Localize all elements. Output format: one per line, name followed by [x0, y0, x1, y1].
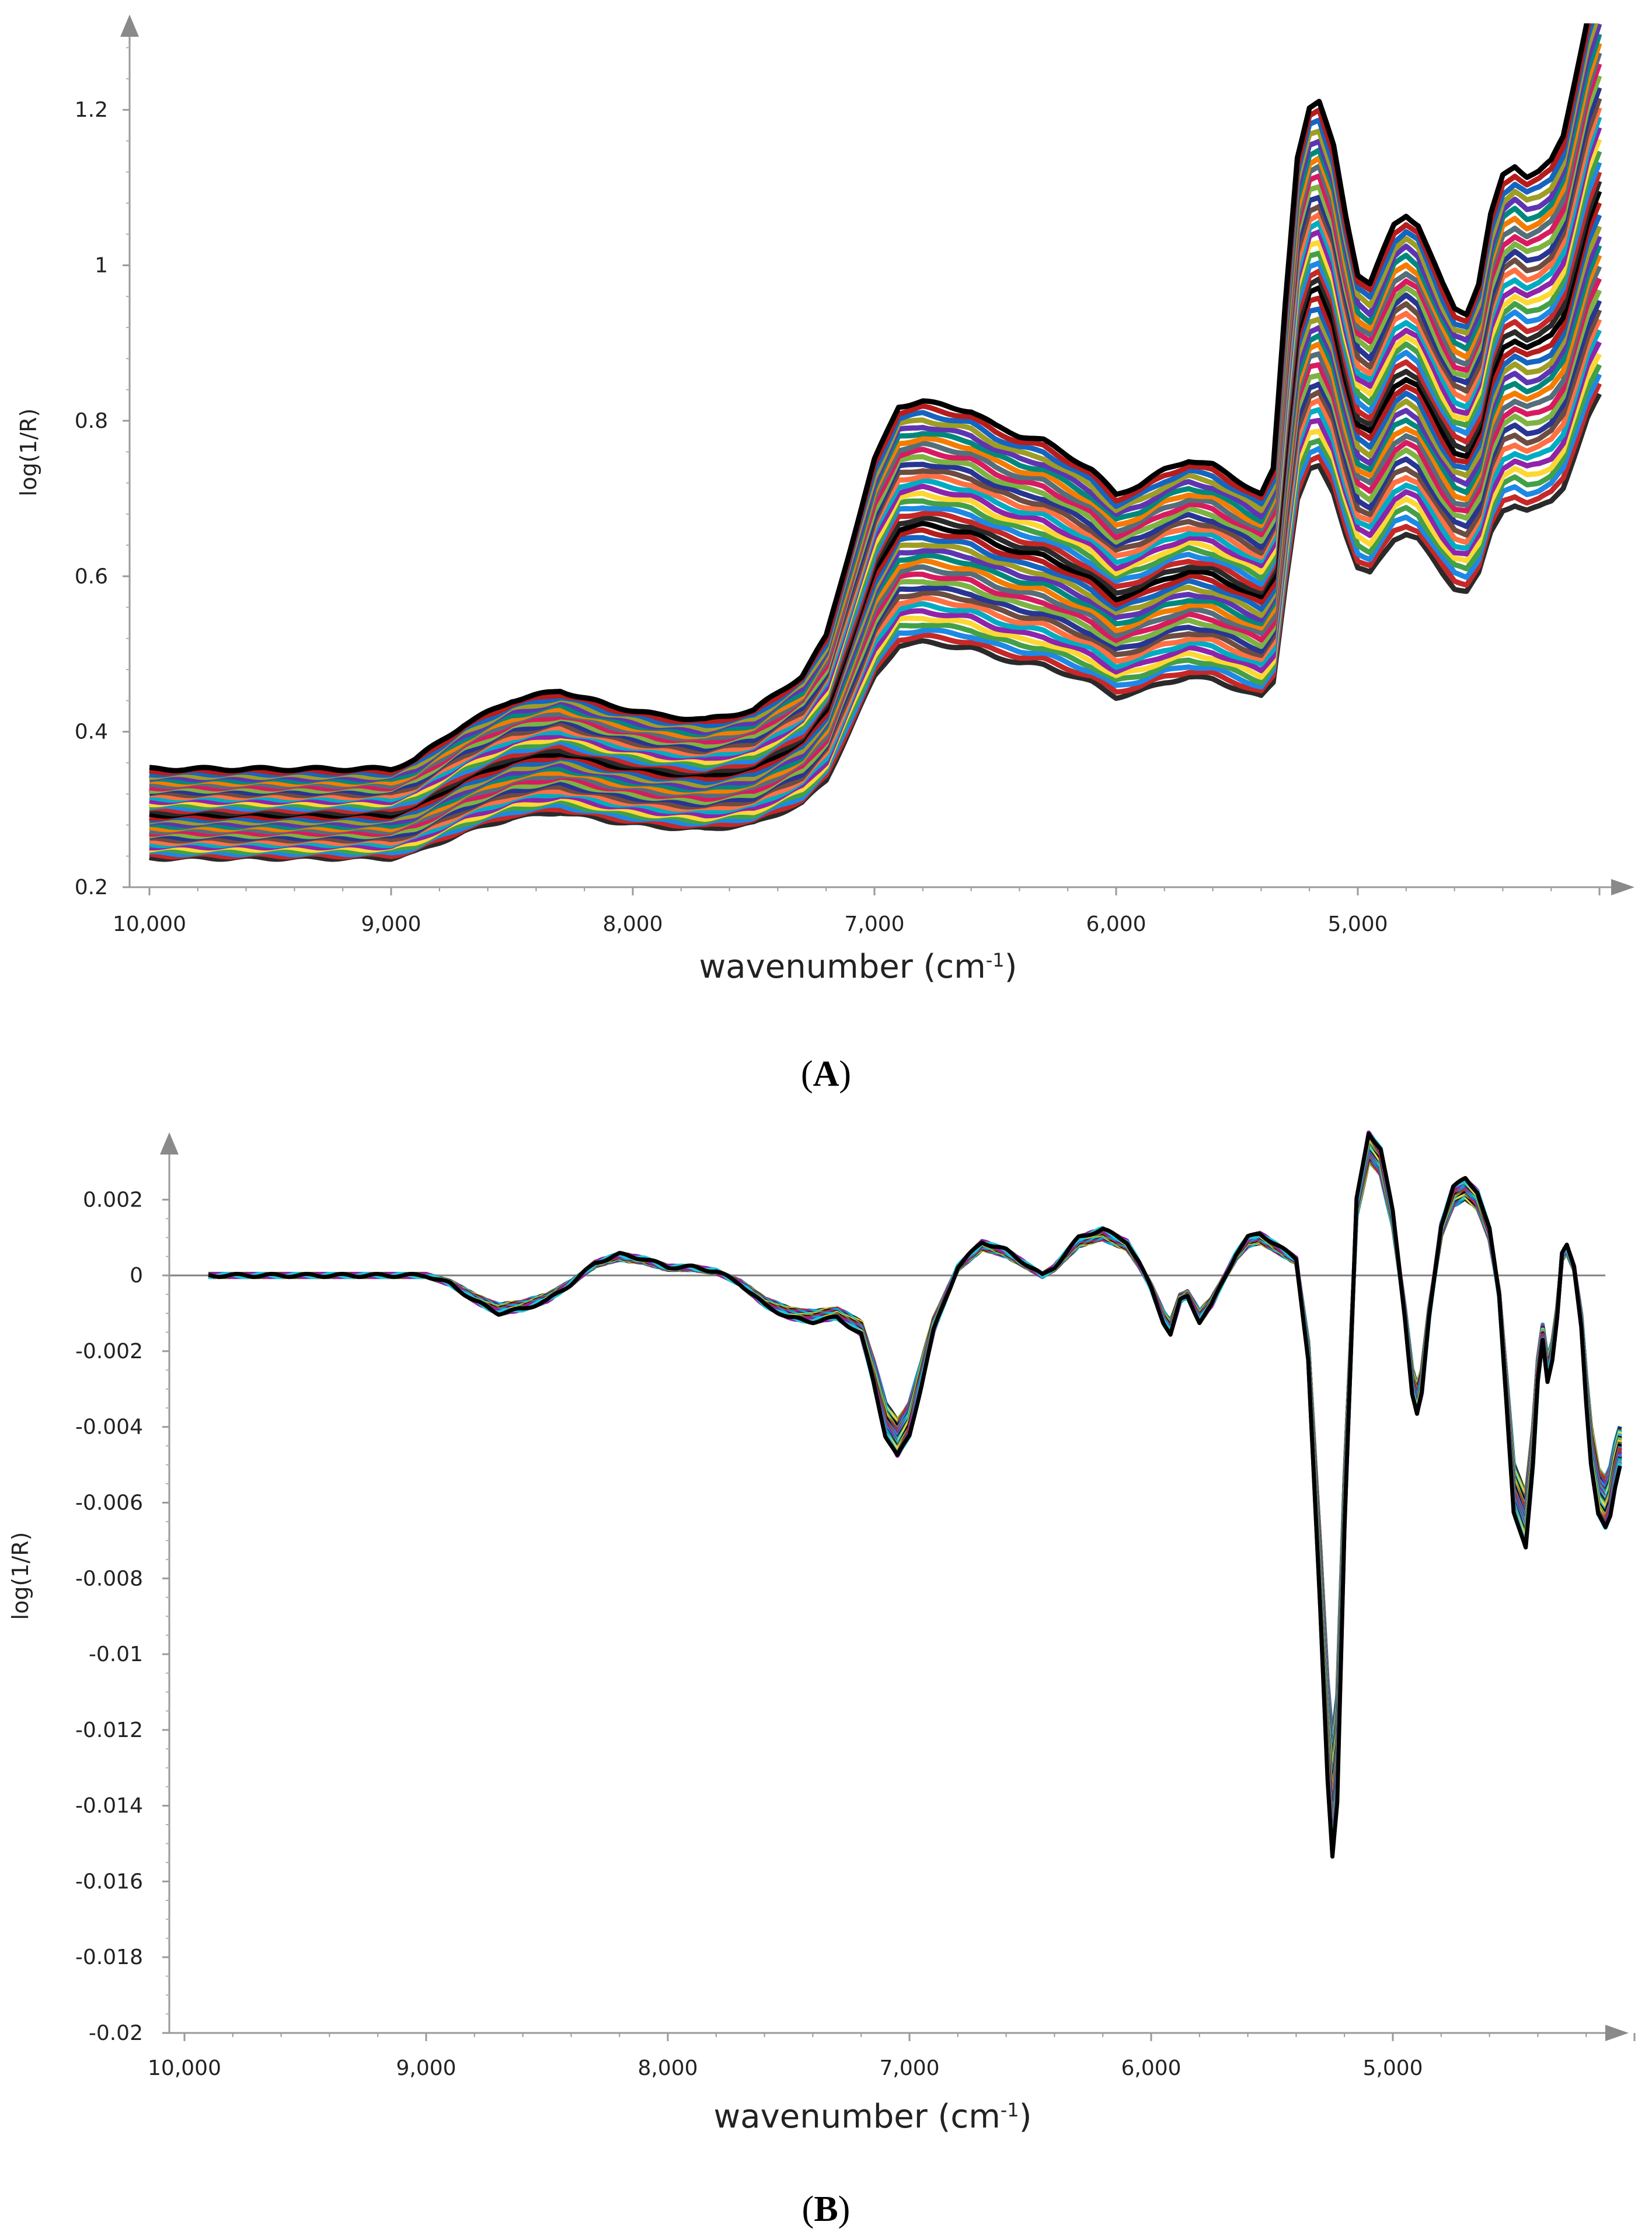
- panel-b-caption: (B): [802, 2189, 851, 2229]
- spectrum-line: [208, 1134, 1622, 1843]
- y-tick-label: 1: [95, 254, 108, 278]
- spectrum-line: [208, 1141, 1622, 1806]
- spectrum-line: [208, 1148, 1622, 1791]
- x-tick-label: 9,000: [396, 2056, 456, 2080]
- y-axis-arrow-icon: [160, 1132, 179, 1155]
- y-tick-label: 0: [130, 1264, 143, 1288]
- spectrum-line: [208, 1144, 1622, 1795]
- spectrum-line: [208, 1131, 1622, 1859]
- spectrum-line: [208, 1132, 1622, 1856]
- spectrum-line: [208, 1136, 1622, 1827]
- panel-a-caption: (A): [801, 1054, 851, 1094]
- spectrum-line: [208, 1155, 1622, 1754]
- spectrum-line: [208, 1155, 1622, 1750]
- spectrum-line: [208, 1150, 1622, 1783]
- spectrum-line: [208, 1155, 1622, 1761]
- spectrum-line: [208, 1152, 1622, 1762]
- x-tick-label: 10,000: [148, 2056, 221, 2080]
- spectrum-line: [208, 1159, 1622, 1747]
- x-tick-label: 8,000: [602, 912, 663, 936]
- y-tick-label: 0.002: [83, 1188, 143, 1212]
- spectrum-line: [208, 1146, 1622, 1786]
- spectrum-line: [208, 1159, 1622, 1750]
- x-tick-label: 5,000: [1327, 912, 1388, 936]
- panel-a-x-axis-label: wavenumber (cm-1): [699, 948, 1017, 986]
- y-tick-label: 0.6: [75, 564, 108, 588]
- panel-a-y-tick-labels: 0.2 0.4 0.6 0.8 1 1.2: [75, 98, 108, 899]
- y-axis-arrow-icon: [120, 15, 139, 37]
- panel-b-spectra-series: [208, 1130, 1622, 1859]
- panel-a-y-axis-label: log(1/R): [16, 409, 41, 497]
- y-tick-label: -0.004: [75, 1415, 143, 1439]
- spectrum-line: [208, 1142, 1622, 1815]
- spectrum-line: [208, 1143, 1622, 1805]
- panel-b-x-tick-labels: 10,000 9,000 8,000 7,000 6,000 5,000: [148, 2056, 1423, 2080]
- spectrum-line: [208, 1138, 1622, 1836]
- spectrum-line: [208, 1140, 1622, 1823]
- spectrum-line: [208, 1130, 1622, 1851]
- panel-a-axes: [120, 15, 1634, 895]
- spectrum-line: [208, 1153, 1622, 1771]
- y-tick-label: -0.008: [75, 1567, 143, 1591]
- y-tick-label: -0.006: [75, 1491, 143, 1515]
- spectrum-line: [208, 1145, 1622, 1804]
- spectrum-line: [208, 1139, 1622, 1826]
- x-tick-label: 6,000: [1121, 2056, 1181, 2080]
- x-tick-label: 9,000: [361, 912, 421, 936]
- spectrum-line: [208, 1135, 1622, 1847]
- x-tick-label: 6,000: [1086, 912, 1146, 936]
- chart-panel-b: 0.002 0 -0.002 -0.004 -0.006 -0.008 -0.01 -0.01…: [8, 1130, 1636, 2136]
- spectrum-line: [208, 1151, 1622, 1772]
- spectrum-line: [208, 1157, 1622, 1742]
- spectrum-line: [208, 1149, 1622, 1774]
- spectrum-line: [208, 1147, 1622, 1794]
- spectrum-line: [149, 23, 1590, 773]
- panel-b-x-axis-label: wavenumber (cm-1): [713, 2098, 1031, 2136]
- spectrum-line: [208, 1136, 1622, 1831]
- y-tick-label: 0.8: [75, 409, 108, 433]
- x-tick-label: 8,000: [637, 2056, 698, 2080]
- spectrum-line: [208, 1140, 1622, 1816]
- spectrum-line: [208, 1133, 1622, 1839]
- spectrum-line: [208, 1138, 1622, 1818]
- panel-a-x-tick-labels: 10,000 9,000 8,000 7,000 6,000 5,000: [113, 912, 1388, 936]
- spectrum-line: [208, 1132, 1622, 1849]
- y-tick-label: -0.016: [75, 1870, 143, 1893]
- x-tick-label: 7,000: [844, 912, 904, 936]
- y-tick-label: 0.4: [75, 720, 108, 744]
- spectrum-line: [208, 1142, 1622, 1811]
- spectrum-line: [208, 1148, 1622, 1783]
- y-tick-label: -0.002: [75, 1340, 143, 1363]
- y-tick-label: -0.018: [75, 1945, 143, 1969]
- spectrum-line: [208, 1152, 1622, 1766]
- x-tick-label: 10,000: [113, 912, 186, 936]
- spectrum-line: [208, 1144, 1622, 1799]
- x-tick-label: 7,000: [879, 2056, 939, 2080]
- panel-a-spectra-series: [149, 23, 1602, 862]
- x-tick-label: 5,000: [1362, 2056, 1423, 2080]
- y-tick-label: -0.012: [75, 1718, 143, 1742]
- panel-b-y-tick-labels: 0.002 0 -0.002 -0.004 -0.006 -0.008 -0.01 -0.01…: [75, 1188, 143, 2045]
- x-axis-arrow-icon: [1605, 2025, 1629, 2041]
- panel-b-axes: [160, 1132, 1636, 2041]
- spectrum-line: [208, 1156, 1622, 1759]
- panel-b-y-axis-label: log(1/R): [8, 1532, 33, 1620]
- spectrum-line: [208, 1136, 1622, 1837]
- y-tick-label: -0.02: [89, 2021, 143, 2045]
- spectrum-line: [208, 1150, 1622, 1779]
- y-tick-label: -0.01: [89, 1642, 143, 1666]
- chart-panel-a: 0.2 0.4 0.6 0.8 1 1.2 10,000 9,000 8,000 7,000 6,…: [16, 15, 1634, 986]
- y-tick-label: 1.2: [75, 98, 108, 122]
- x-axis-arrow-icon: [1611, 879, 1634, 895]
- y-tick-label: -0.014: [75, 1794, 143, 1818]
- y-tick-label: 0.2: [75, 876, 108, 899]
